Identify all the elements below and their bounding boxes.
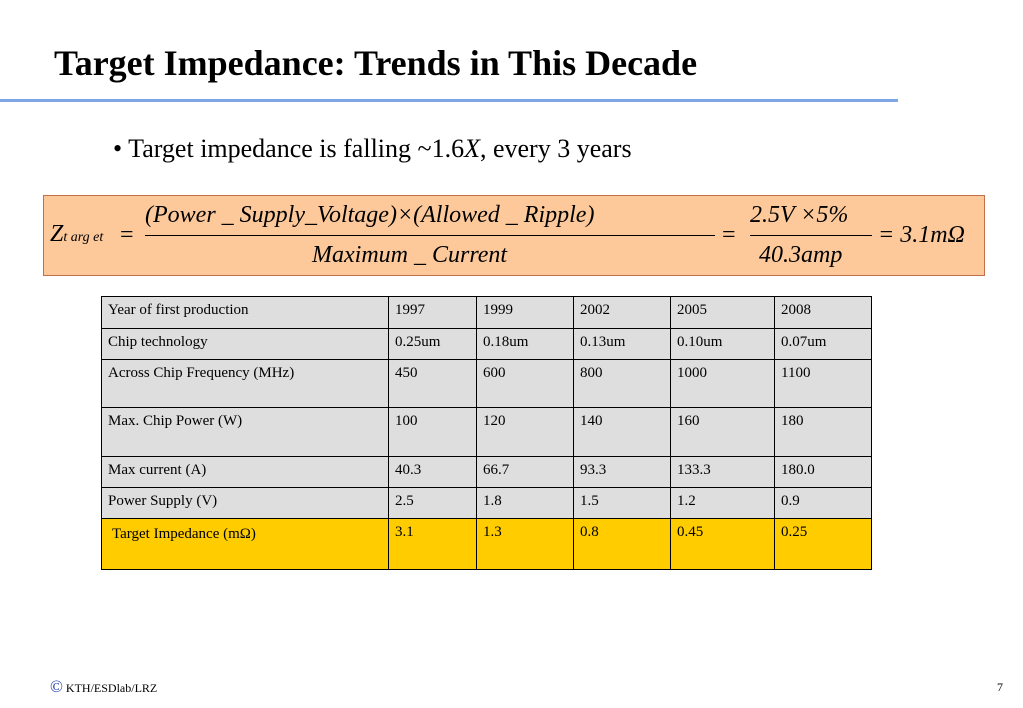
value-cell: 66.7 — [476, 456, 574, 488]
formula-numerator-2: 2.5V ×5% — [750, 202, 849, 228]
value-cell: 1000 — [670, 359, 775, 408]
value-cell: 1.8 — [476, 487, 574, 519]
value-cell: 160 — [670, 407, 775, 457]
value-cell: 0.13um — [573, 328, 671, 360]
table-row: Max. Chip Power (W) 100 120 140 160 180 — [101, 407, 872, 457]
bullet-suffix: , every 3 years — [479, 134, 632, 163]
value-cell: 40.3 — [388, 456, 477, 488]
formula-lhs-subscript: t arg et — [63, 230, 104, 245]
value-cell: 140 — [573, 407, 671, 457]
title-underline — [0, 99, 898, 102]
formula-lhs-symbol: Z — [50, 221, 64, 247]
value-cell: 93.3 — [573, 456, 671, 488]
value-cell: 1999 — [476, 296, 574, 329]
value-cell: 600 — [476, 359, 574, 408]
page-number: 7 — [997, 680, 1003, 694]
value-cell: 0.25 — [774, 518, 872, 570]
value-cell: 1997 — [388, 296, 477, 329]
value-cell: 0.25um — [388, 328, 477, 360]
footer: © KTH/ESDlab/LRZ — [50, 677, 157, 697]
formula-denominator-2: 40.3amp — [759, 242, 843, 268]
value-cell: 120 — [476, 407, 574, 457]
value-cell: 133.3 — [670, 456, 775, 488]
formula-denominator: Maximum _ Current — [312, 242, 508, 268]
value-cell: 2.5 — [388, 487, 477, 519]
value-cell: 0.10um — [670, 328, 775, 360]
row-label-cell: Across Chip Frequency (MHz) — [101, 359, 389, 408]
table-row: Year of first production 1997 1999 2002 2005… — [101, 296, 872, 329]
value-cell: 0.07um — [774, 328, 872, 360]
formula-equals-2: = — [722, 222, 736, 248]
value-cell: 0.18um — [476, 328, 574, 360]
value-cell: 1100 — [774, 359, 872, 408]
value-cell: 2005 — [670, 296, 775, 329]
impedance-trend-table: Year of first production 1997 1999 2002 2005… — [101, 296, 872, 570]
value-cell: 2008 — [774, 296, 872, 329]
formula-fraction-bar-2 — [750, 235, 872, 236]
value-cell: 2002 — [573, 296, 671, 329]
value-cell: 1.2 — [670, 487, 775, 519]
copyright-icon: © — [50, 677, 63, 696]
value-cell: 100 — [388, 407, 477, 457]
formula-lhs: Zt arg et — [50, 221, 103, 248]
formula-result: = 3.1mΩ — [878, 222, 965, 248]
bullet-prefix: • Target impedance is falling ~1.6 — [113, 134, 465, 163]
value-cell: 0.45 — [670, 518, 775, 570]
formula-fraction-bar — [145, 235, 715, 236]
value-cell: 1.5 — [573, 487, 671, 519]
row-label-cell: Chip technology — [101, 328, 389, 360]
formula-numerator: (Power _ Supply_Voltage)×(Allowed _ Ripp… — [145, 202, 595, 228]
footer-text: KTH/ESDlab/LRZ — [65, 681, 158, 695]
row-label-cell: Max current (A) — [101, 456, 389, 488]
value-cell: 180.0 — [774, 456, 872, 488]
row-label-cell: Target Impedance (mΩ) — [101, 518, 389, 570]
slide-title: Target Impedance: Trends in This Decade — [54, 43, 698, 83]
formula-box: Zt arg et = (Power _ Supply_Voltage)×(Al… — [43, 195, 985, 276]
formula-equals-1: = — [120, 222, 134, 248]
row-label-cell: Max. Chip Power (W) — [101, 407, 389, 457]
row-label-cell: Year of first production — [101, 296, 389, 329]
table-row: Target Impedance (mΩ) 3.1 1.3 0.8 0.45 0.25 — [101, 518, 872, 570]
value-cell: 450 — [388, 359, 477, 408]
bullet-emphasis: X — [464, 134, 480, 163]
value-cell: 3.1 — [388, 518, 477, 570]
value-cell: 180 — [774, 407, 872, 457]
table-row: Chip technology 0.25um 0.18um 0.13um 0.10um 0… — [101, 328, 872, 360]
value-cell: 0.8 — [573, 518, 671, 570]
bullet-point: • Target impedance is falling ~1.6X, eve… — [113, 134, 632, 164]
row-label-cell: Power Supply (V) — [101, 487, 389, 519]
value-cell: 800 — [573, 359, 671, 408]
table-row: Power Supply (V) 2.5 1.8 1.5 1.2 0.9 — [101, 487, 872, 519]
value-cell: 0.9 — [774, 487, 872, 519]
table-row: Across Chip Frequency (MHz) 450 600 800 1000… — [101, 359, 872, 408]
table-row: Max current (A) 40.3 66.7 93.3 133.3 180.0 — [101, 456, 872, 488]
value-cell: 1.3 — [476, 518, 574, 570]
